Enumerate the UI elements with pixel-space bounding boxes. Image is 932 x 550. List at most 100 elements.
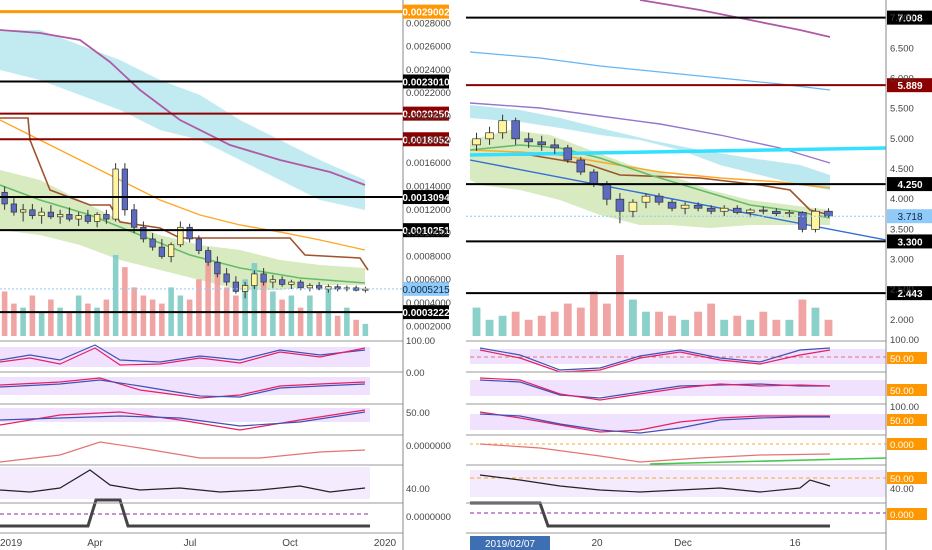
left-time-axis[interactable]: 2019 Apr Jul Oct 2020 (0, 538, 397, 549)
right-price-tick: 2.500 (890, 285, 914, 296)
right-date-cursor-badge[interactable] (470, 536, 550, 550)
left-candle (260, 273, 267, 283)
right-candle (680, 204, 690, 209)
right-level-badge[interactable] (887, 234, 932, 249)
right-time-tick: Dec (674, 538, 692, 549)
right-candle (811, 210, 820, 230)
left-level-badge[interactable] (403, 106, 449, 121)
right-candles (472, 114, 833, 233)
right-macd-green (649, 457, 886, 465)
left-level-badge[interactable] (403, 4, 449, 19)
right-level-badge[interactable] (887, 177, 932, 192)
left-price-tick: 0.0018000 (406, 135, 451, 146)
left-osc2-band (0, 377, 370, 395)
left-price-tick: 0.0022000 (406, 88, 451, 99)
left-price-tick: 0.0010000 (406, 228, 451, 239)
right-volume-bar (772, 319, 781, 336)
left-volume-bar (94, 307, 100, 336)
right-indicator-tick: 50.00 (890, 474, 914, 485)
right-volume-bar (563, 303, 572, 336)
left-volume-bar (233, 295, 239, 336)
right-indicator-badge (887, 472, 927, 484)
right-candle (576, 159, 586, 173)
right-level-label: 4.250 (897, 180, 922, 191)
right-candle (472, 138, 481, 146)
right-indicator-badge (887, 438, 927, 450)
right-last-price-badge[interactable] (887, 209, 932, 224)
left-candle (269, 279, 277, 283)
left-volume-bar (260, 275, 267, 336)
left-level-label: 0.0010251 (402, 226, 450, 237)
left-level-badge[interactable] (403, 132, 449, 147)
right-volume-bar (733, 315, 742, 336)
right-candle (628, 201, 638, 212)
right-time-axis[interactable]: 2019/02/07 20 Dec 16 (470, 536, 801, 550)
left-volume-bar (177, 295, 184, 336)
left-level-badge[interactable] (403, 190, 449, 205)
left-volume-bar (1, 291, 8, 336)
left-osc2-line-a (0, 377, 366, 399)
left-level-badge[interactable] (403, 305, 449, 320)
left-price-tick: 0.0004000 (406, 298, 451, 309)
left-volume-bar (297, 307, 304, 336)
right-volume-bar (524, 319, 533, 336)
right-level-badge[interactable] (887, 78, 932, 93)
left-volume-bar (242, 279, 248, 336)
right-volume-bar (485, 319, 494, 336)
left-volume-bar (149, 299, 156, 336)
left-volume-bar (140, 295, 147, 336)
right-baseline-green (469, 144, 831, 219)
left-ichimoku-cloud (0, 30, 365, 210)
right-candle (498, 120, 507, 134)
left-candle (279, 279, 286, 285)
right-price-tick: 2.000 (890, 315, 914, 326)
left-volume-bar (270, 291, 276, 336)
right-volume-bar (707, 303, 716, 336)
right-candle (824, 210, 833, 217)
left-indicator-tick: 100.00 (406, 336, 435, 347)
right-volume-bar (785, 319, 794, 336)
right-time-tick: 2019/02/07 (485, 539, 535, 550)
left-volume-bar (159, 303, 165, 336)
right-level-badge[interactable] (887, 286, 932, 301)
left-price-axis[interactable]: 0.00290020.00230100.00202500.00180520.00… (402, 4, 451, 333)
right-volume-bar (642, 311, 650, 336)
right-price-axis[interactable]: 7.008 5.889 4.250 3.300 2.443 3.718 7.000 6.500… (887, 10, 932, 326)
right-macd-line (479, 443, 831, 463)
left-volume-bar (214, 267, 221, 336)
left-chart-panel[interactable]: 0.00290020.00230100.00202500.00180520.00… (0, 0, 451, 550)
left-candle (288, 281, 295, 285)
right-price-tick: 5.500 (890, 104, 914, 115)
left-indicator-tick: 50.00 (406, 408, 430, 419)
right-volume-bar (668, 315, 676, 336)
left-candle (75, 215, 82, 220)
left-candle (47, 211, 54, 218)
right-chart-panel[interactable]: 7.008 5.889 4.250 3.300 2.443 3.718 7.000 6.500… (466, 0, 932, 550)
left-candle (168, 244, 175, 257)
left-level-badge[interactable] (403, 74, 449, 89)
left-candle (112, 168, 119, 220)
left-last-price-badge[interactable] (403, 281, 449, 296)
left-candle (306, 285, 314, 289)
right-indicator-tick: 0.000 (890, 510, 914, 521)
left-volume-bar (122, 267, 128, 336)
left-signal-line (0, 498, 370, 528)
right-candle (746, 209, 755, 213)
left-rsi-band (0, 467, 370, 499)
left-price-tick: 0.0012000 (406, 205, 451, 216)
left-horizontal-levels[interactable] (0, 10, 403, 314)
right-volume-bar (550, 311, 559, 336)
right-indicator-axis: 100.0050.0050.00100.0050.000.00050.0040.… (887, 335, 927, 521)
left-candle (223, 273, 230, 283)
right-last-price-label: 3.718 (897, 212, 922, 223)
left-candle (158, 246, 166, 257)
right-level-badge[interactable] (887, 10, 932, 25)
right-candle (563, 147, 573, 161)
right-price-tick: 4.000 (890, 194, 914, 205)
left-candle (1, 191, 8, 205)
right-horizontal-levels[interactable] (466, 16, 887, 295)
right-osc2-line-b (479, 377, 831, 401)
right-osc1-line-a (479, 347, 831, 371)
left-level-badge[interactable] (403, 223, 449, 238)
